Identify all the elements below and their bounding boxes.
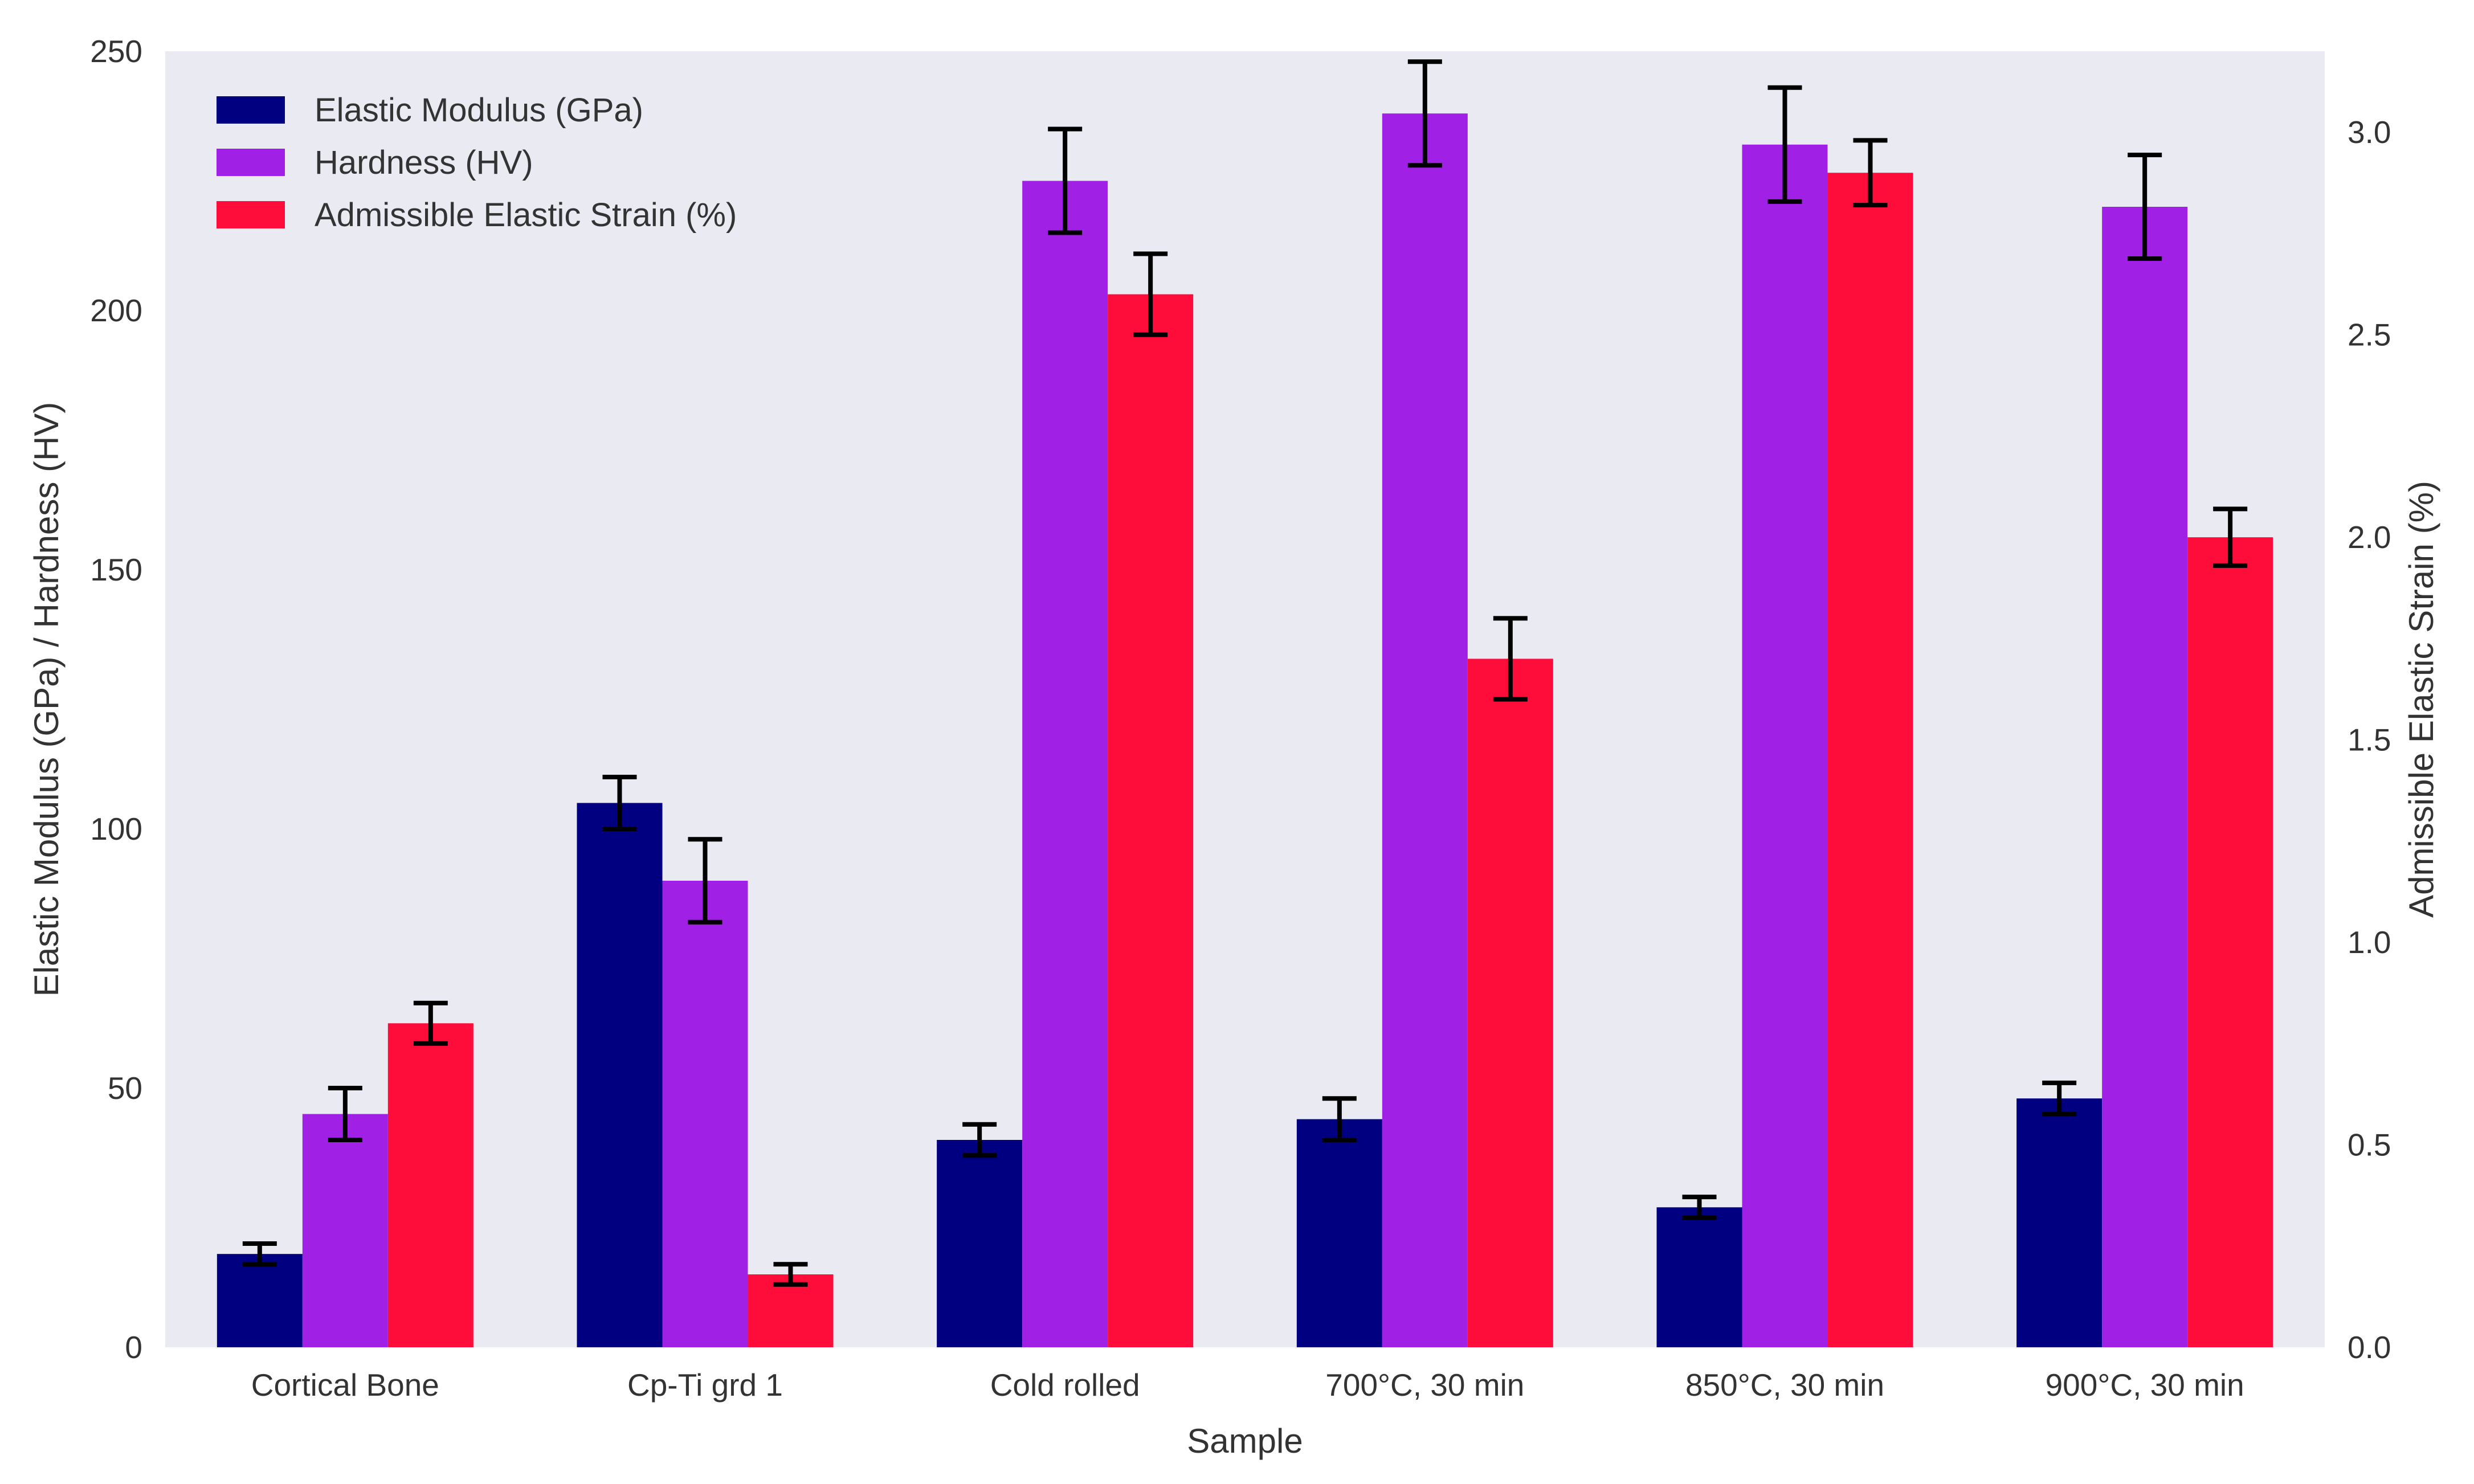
- error-bar-1-5: [1682, 1195, 1717, 1220]
- bar-1-5: [1656, 1207, 1742, 1347]
- error-bar-3-2: [773, 1262, 808, 1287]
- error-bar-1-2: [602, 775, 637, 831]
- y-left-tick-label-6: 250: [90, 34, 142, 69]
- error-bar-1-3: [962, 1122, 997, 1158]
- error-bar-2-5: [1767, 85, 1802, 204]
- bar-1-6: [2016, 1098, 2103, 1347]
- legend-label-1: Elastic Modulus (GPa): [315, 92, 643, 129]
- bar-1-1: [217, 1254, 303, 1347]
- y-right-tick-label-6: 2.5: [2348, 317, 2391, 353]
- bar-2-2: [662, 881, 748, 1347]
- y-right-tick-label-1: 0.0: [2348, 1330, 2391, 1365]
- legend-label-3: Admissible Elastic Strain (%): [315, 197, 737, 234]
- y-axis-left-title: Elastic Modulus (GPa) / Hardness (HV): [27, 402, 66, 997]
- error-bar-3-6: [2213, 506, 2248, 568]
- x-tick-label-2: Cp-Ti grd 1: [627, 1367, 783, 1403]
- x-tick-label-1: Cortical Bone: [251, 1367, 439, 1403]
- y-axis-right-title: Admissible Elastic Strain (%): [2402, 481, 2440, 918]
- bar-1-4: [1296, 1119, 1382, 1347]
- bar-1-2: [577, 803, 663, 1347]
- bar-3-5: [1827, 173, 1913, 1347]
- legend-swatch-1: [217, 96, 285, 124]
- ticks-layer: Cortical Bone Cp-Ti grd 1 Cold rolled 700°C…: [90, 34, 2391, 1403]
- bar-2-5: [1742, 144, 1828, 1347]
- y-right-tick-label-3: 1.0: [2348, 925, 2391, 960]
- x-tick-label-5: 850°C, 30 min: [1685, 1367, 1884, 1403]
- error-bar-1-1: [242, 1241, 277, 1267]
- error-bar-3-1: [413, 1000, 448, 1046]
- bars-layer: [217, 113, 2273, 1348]
- error-bar-2-6: [2128, 153, 2162, 261]
- y-left-tick-label-5: 200: [90, 293, 142, 328]
- error-bar-2-3: [1048, 126, 1083, 235]
- error-bar-3-5: [1853, 138, 1888, 208]
- legend-swatch-3: [217, 201, 285, 228]
- y-right-tick-label-2: 0.5: [2348, 1127, 2391, 1163]
- x-tick-label-4: 700°C, 30 min: [1325, 1367, 1524, 1403]
- error-bar-1-6: [2042, 1080, 2077, 1117]
- y-right-tick-label-4: 1.5: [2348, 722, 2391, 758]
- error-bar-2-4: [1407, 59, 1442, 168]
- x-tick-label-3: Cold rolled: [990, 1367, 1140, 1403]
- bar-2-1: [302, 1114, 388, 1347]
- error-bar-2-1: [328, 1086, 362, 1142]
- y-right-tick-label-5: 2.0: [2348, 520, 2391, 555]
- y-right-tick-label-7: 3.0: [2348, 115, 2391, 150]
- x-tick-label-6: 900°C, 30 min: [2046, 1367, 2244, 1403]
- y-left-tick-label-2: 50: [108, 1070, 142, 1106]
- bar-3-6: [2187, 537, 2273, 1347]
- legend-swatch-2: [217, 149, 285, 176]
- error-bar-1-4: [1322, 1096, 1357, 1142]
- bar-2-6: [2102, 207, 2188, 1347]
- error-bar-3-3: [1133, 251, 1168, 337]
- legend: Elastic Modulus (GPa) Hardness (HV) Admiss…: [217, 92, 737, 234]
- plot-background: [165, 51, 2325, 1347]
- bar-3-1: [387, 1023, 473, 1347]
- y-left-tick-label-3: 100: [90, 811, 142, 847]
- bar-1-3: [937, 1140, 1023, 1347]
- error-bar-3-4: [1493, 616, 1528, 702]
- legend-label-2: Hardness (HV): [315, 144, 533, 181]
- bar-2-4: [1382, 113, 1468, 1348]
- y-left-tick-label-1: 0: [125, 1330, 142, 1365]
- bar-3-3: [1108, 294, 1194, 1347]
- y-left-tick-label-4: 150: [90, 552, 142, 587]
- x-axis-title: Sample: [1187, 1422, 1303, 1460]
- bar-3-4: [1467, 659, 1553, 1347]
- error-bars-layer: [242, 59, 2248, 1287]
- bar-2-3: [1022, 181, 1108, 1347]
- error-bar-2-2: [688, 837, 722, 925]
